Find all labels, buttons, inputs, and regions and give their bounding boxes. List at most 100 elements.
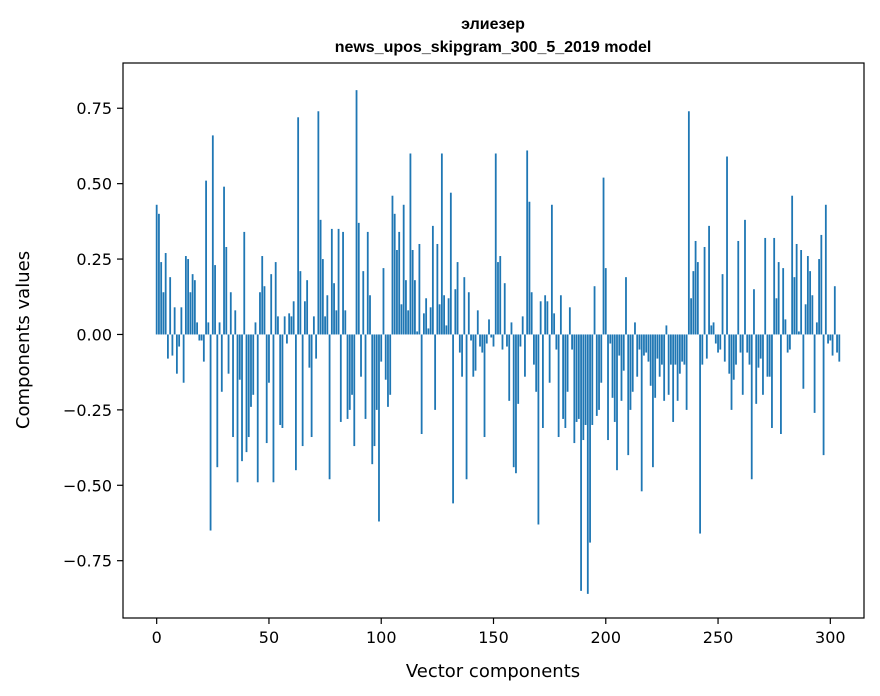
bar-component-241: [696, 262, 699, 335]
bar-component-271: [764, 237, 767, 335]
bar-component-44: [254, 322, 257, 335]
bar-component-217: [643, 334, 645, 356]
bar-component-101: [382, 268, 385, 335]
bar-component-33: [229, 292, 232, 335]
bar-component-43: [252, 334, 255, 395]
bar-component-157: [508, 334, 511, 401]
bar-component-210: [627, 334, 630, 456]
bar-component-201: [607, 334, 609, 441]
bar-component-8: [173, 307, 176, 335]
bar-component-185: [571, 334, 573, 350]
bar-component-97: [373, 334, 376, 447]
bar-component-251: [719, 334, 722, 350]
x-tick-label: 0: [152, 628, 162, 647]
bar-component-292: [811, 295, 814, 335]
bar-component-37: [238, 334, 241, 380]
bar-component-72: [317, 111, 320, 335]
bar-component-261: [741, 334, 744, 395]
bar-component-247: [710, 325, 713, 335]
bar-component-208: [622, 334, 625, 371]
bar-component-115: [414, 280, 416, 335]
bar-component-84: [344, 310, 347, 335]
bar-component-112: [407, 310, 410, 335]
bar-component-47: [261, 256, 264, 335]
bar-component-12: [182, 334, 185, 383]
bar-component-25: [211, 135, 214, 335]
bar-component-226: [663, 334, 666, 401]
bar-component-205: [616, 334, 618, 471]
bar-component-214: [636, 334, 639, 377]
y-axis: −0.75 −0.50 −0.25 0.00 0.25 0.50 0.75: [63, 99, 123, 571]
bar-component-65: [301, 334, 304, 447]
bar-component-304: [838, 334, 841, 362]
bar-component-183: [566, 334, 569, 392]
y-tick-label: −0.75: [63, 552, 112, 571]
bar-component-252: [721, 274, 724, 335]
bar-component-135: [458, 334, 461, 353]
bar-component-225: [661, 334, 663, 365]
bar-component-258: [735, 334, 737, 365]
bar-component-268: [757, 334, 760, 368]
bar-component-232: [676, 334, 679, 401]
bar-component-149: [490, 334, 493, 338]
bar-component-199: [602, 177, 605, 335]
bar-component-88: [353, 334, 356, 447]
bar-component-172: [542, 334, 544, 428]
bar-component-287: [800, 250, 803, 335]
bar-component-124: [434, 334, 437, 410]
bar-component-302: [833, 286, 836, 335]
bar-component-188: [577, 334, 580, 419]
bar-component-144: [479, 334, 481, 347]
bar-component-141: [472, 334, 475, 377]
bar-component-228: [667, 334, 670, 395]
bar-component-179: [557, 334, 560, 438]
bar-component-265: [750, 334, 753, 480]
bar-component-79: [333, 283, 335, 335]
bar-component-243: [701, 334, 704, 365]
bar-component-215: [638, 334, 641, 350]
bar-component-120: [425, 298, 428, 335]
bar-component-133: [454, 289, 457, 335]
bar-component-211: [629, 334, 632, 410]
bar-component-82: [339, 334, 342, 422]
bar-component-229: [669, 334, 672, 365]
bar-component-20: [200, 334, 203, 341]
bar-component-259: [737, 240, 740, 335]
bar-component-163: [521, 316, 524, 335]
bar-component-195: [593, 286, 596, 335]
bar-component-166: [528, 201, 531, 335]
bar-component-168: [533, 334, 535, 365]
bar-component-242: [699, 334, 701, 534]
bar-component-235: [683, 334, 686, 365]
bar-component-148: [488, 319, 490, 335]
bar-component-129: [445, 325, 448, 335]
bar-component-231: [674, 334, 677, 365]
bar-component-164: [524, 334, 526, 377]
bar-component-46: [259, 292, 261, 335]
bar-component-248: [712, 322, 715, 335]
bar-component-173: [544, 295, 547, 335]
bar-component-300: [829, 334, 832, 341]
x-axis-label: Vector components: [406, 661, 580, 682]
bar-component-40: [245, 334, 248, 453]
bar-component-291: [809, 271, 812, 335]
bar-component-68: [308, 334, 311, 368]
bar-component-11: [180, 307, 183, 335]
bar-component-32: [227, 334, 230, 374]
bar-component-180: [559, 295, 562, 335]
x-tick-label: 50: [259, 628, 279, 647]
bar-component-109: [400, 304, 403, 335]
bar-component-234: [681, 334, 684, 362]
bar-component-49: [265, 334, 268, 444]
bar-component-73: [319, 219, 322, 335]
bar-component-3: [162, 292, 165, 335]
bar-component-299: [827, 334, 829, 344]
bar-component-42: [250, 334, 252, 407]
bar-component-194: [591, 334, 594, 425]
bar-component-64: [299, 271, 302, 335]
bar-component-221: [652, 334, 654, 468]
bar-component-113: [409, 153, 412, 335]
bar-component-90: [357, 222, 360, 335]
bar-component-293: [813, 334, 816, 413]
bar-component-24: [209, 334, 212, 531]
